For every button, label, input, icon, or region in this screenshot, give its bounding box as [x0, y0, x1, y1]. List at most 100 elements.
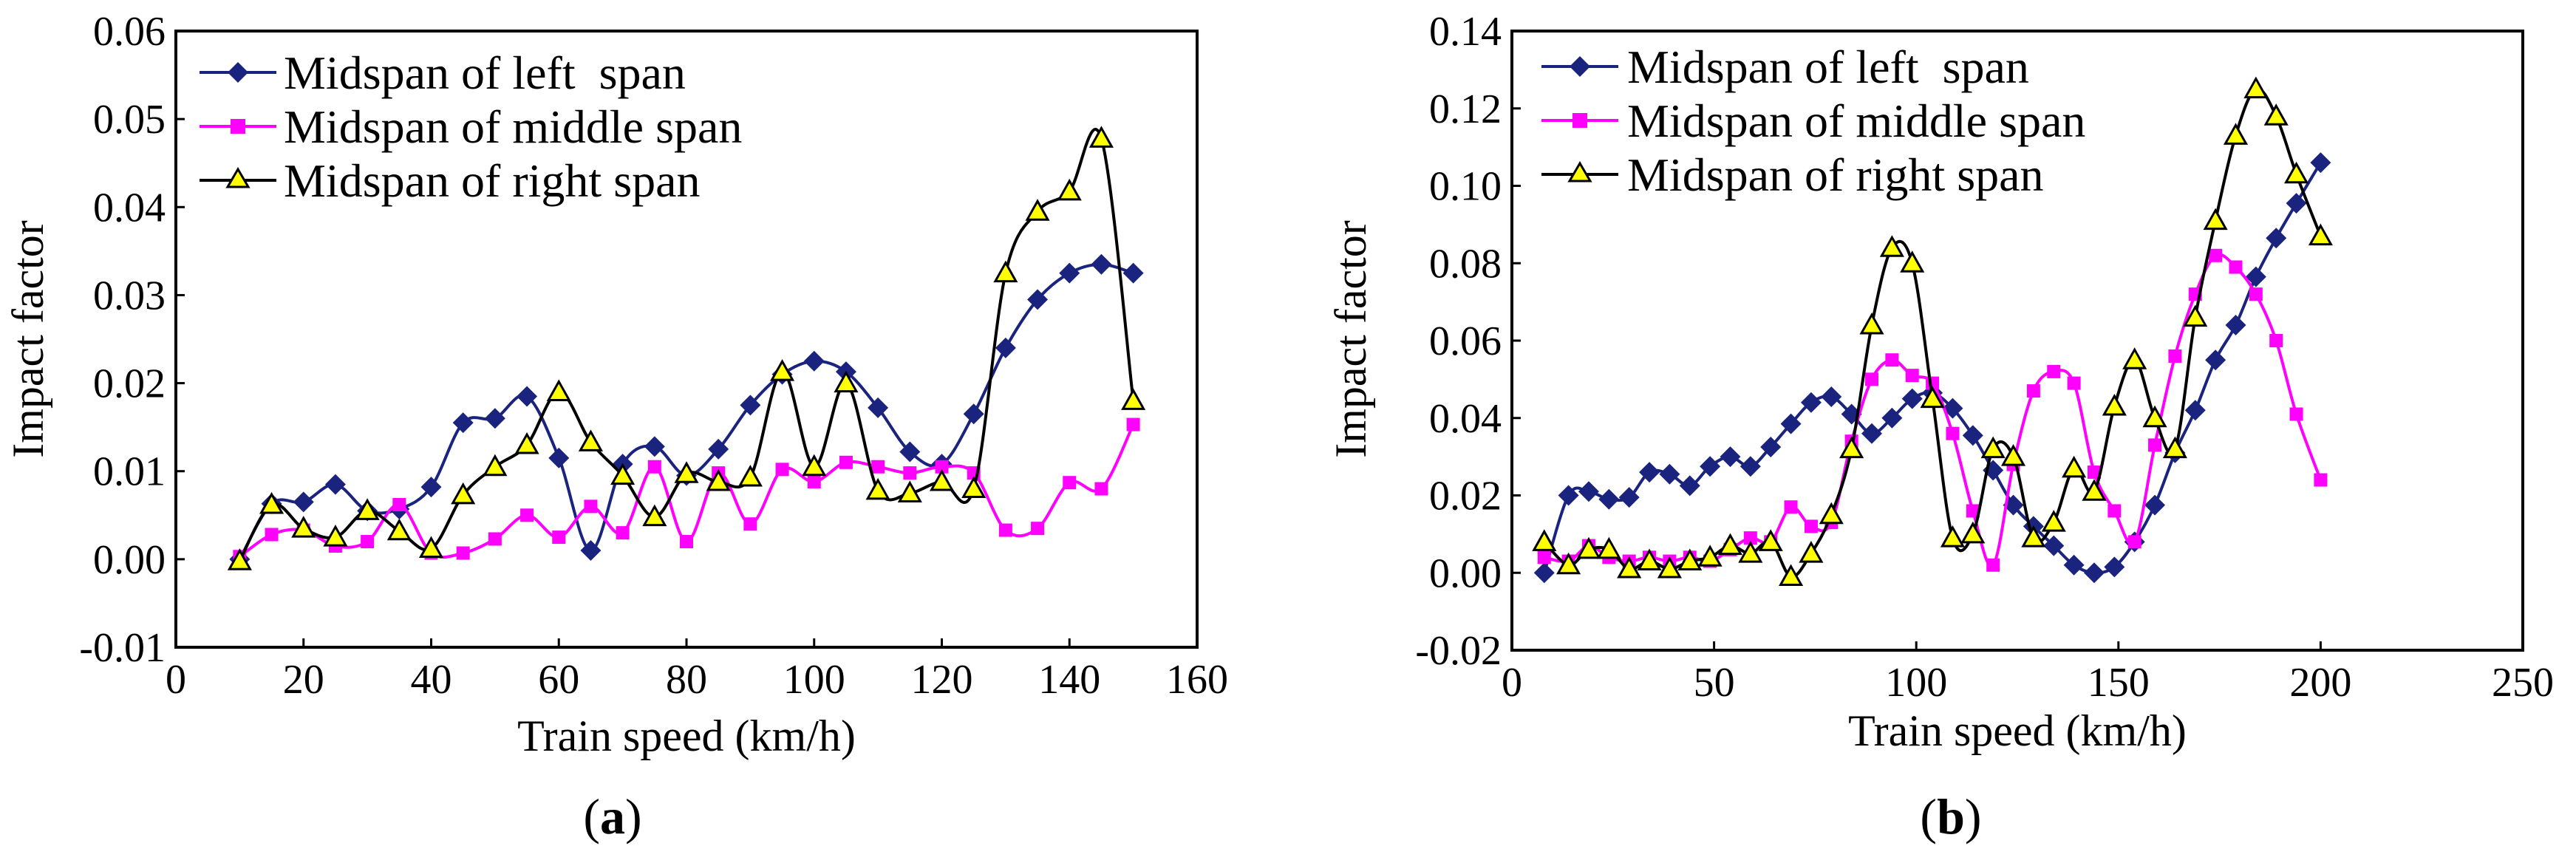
panel-a-series-middle-point: [1126, 417, 1140, 432]
panel-a-series-left-point: [420, 477, 442, 498]
panel-a-series-middle-point: [265, 528, 279, 542]
panel-a-series-middle-point: [616, 526, 630, 540]
panel-a-x-tick-label: 140: [1038, 657, 1100, 703]
panel-a-legend-marker-left: [228, 62, 248, 83]
panel-b-series-middle-point: [2168, 349, 2182, 363]
panel-b-series-left-point: [1780, 413, 1802, 434]
panel-b-series-right-point: [1717, 533, 1743, 556]
panel-a-series-middle-point: [647, 460, 661, 474]
panel-a-series-left-point: [963, 403, 984, 425]
panel-b-series-left-point: [1598, 488, 1620, 510]
panel-b-series-right-point: [2142, 405, 2167, 428]
panel-b-series-middle-point: [2269, 334, 2283, 347]
panel-b-x-tick-label: 150: [2088, 660, 2150, 706]
panel-b-legend: Midspan of left span Midspan of middle s…: [1541, 41, 2085, 201]
panel-a-series-right-point: [929, 468, 955, 491]
panel-a-series-middle-point: [584, 499, 598, 514]
panel-a-series-left-point: [517, 386, 538, 407]
panel-a-series-right-point: [961, 476, 987, 499]
panel-a-series-left-point: [1122, 262, 1144, 284]
panel-b-x-tick-label: 200: [2289, 660, 2351, 706]
panel-a-series-left-point: [484, 408, 505, 429]
panel-b-series-right-point: [2062, 455, 2087, 478]
panel-b-series-right-point: [2082, 479, 2107, 501]
panel-a-legend-label-middle: Midspan of middle span: [284, 100, 742, 153]
panel-b-legend-marker-right: [1567, 161, 1592, 183]
panel-a-series-left-point: [324, 474, 346, 495]
panel-b-series-right-point: [2183, 304, 2208, 327]
panel-b-series-middle-point: [2148, 438, 2162, 452]
panel-b-series-left-point: [2310, 152, 2331, 174]
panel-a-series-middle-point: [807, 475, 821, 489]
panel-b-y-tick-label: 0.08: [1429, 241, 1502, 287]
panel-a-series-right-point: [355, 498, 380, 520]
panel-a-y-tick-label: 0.06: [93, 9, 166, 55]
panel-b-series-middle-point: [2087, 465, 2101, 480]
panel-b-x-tick-label: 0: [1502, 660, 1522, 706]
panel-a-series-right-point: [770, 359, 795, 381]
panel-a-x-tick-label: 120: [911, 657, 973, 703]
panel-b-series-middle-point: [1865, 372, 1879, 386]
panel-a-series-right-point: [514, 432, 539, 454]
panel-b-series-left-point: [1740, 456, 1761, 477]
panel-a-ticks: 0 20 40 60 80 100 120 140 160 -0.01 0.00 0.01 0.02 0.…: [79, 9, 1228, 703]
panel-a-series-left-point: [1027, 289, 1049, 310]
panel-a-series-right-point: [578, 429, 603, 451]
panel-a-series-right-point: [1025, 199, 1050, 221]
panel-b-series-middle-point: [1905, 369, 1919, 383]
panel-a-series-right-point: [706, 468, 731, 491]
panel-b-series-right-point: [1879, 235, 1904, 257]
panel-a-series-right-point: [865, 477, 890, 500]
panel-b-series-right-point: [2243, 76, 2269, 99]
panel-b-series-right-point: [1617, 556, 1642, 579]
panel-a-series-middle-point: [680, 535, 693, 549]
panel-a-series-left-point: [995, 337, 1016, 358]
panel-b-series-right-point: [1657, 556, 1682, 579]
panel-b-caption-open: (: [1920, 788, 1937, 845]
panel-a-series-middle-point: [903, 466, 917, 480]
panel-a-series-left-point: [293, 491, 314, 513]
panel-b-series-right-point: [1819, 502, 1844, 525]
panel-b-series-right-point: [2203, 208, 2228, 231]
panel-a-series-left-point: [1091, 253, 1112, 275]
panel-b-y-tick-label: 0.14: [1429, 9, 1502, 55]
panel-b-series-left-point: [1962, 425, 1983, 446]
panel-b-series-middle-point: [1784, 500, 1798, 514]
panel-b-series-middle-point: [1743, 531, 1757, 545]
panel-b-series-left-point: [1558, 485, 1579, 506]
panel-a-series-left-point: [803, 350, 825, 372]
panel-b-series-right-point: [1839, 436, 1864, 459]
panel-b-series-middle-point: [2229, 260, 2243, 274]
panel-b-series-middle-point: [2026, 384, 2040, 398]
panel-b-series-left-point: [1720, 446, 1741, 468]
panel-a-series-right-point: [1088, 126, 1114, 148]
panel-a-series-right-point: [674, 461, 699, 483]
panel-b-series-left-point: [1679, 475, 1700, 497]
panel-b-series-right-point: [1556, 552, 1581, 575]
panel-b-marks: [1532, 76, 2333, 586]
panel-b-y-tick-label: -0.02: [1415, 628, 1502, 674]
panel-a-series-right-point: [1057, 178, 1082, 201]
panel-a-series-middle-point: [839, 455, 853, 469]
panel-b-series-right-point: [1677, 548, 1703, 571]
panel-b-series-right-point: [1920, 386, 1945, 409]
panel-a-series-middle-point: [775, 463, 789, 477]
panel-a-series-right-point: [386, 518, 412, 541]
panel-a-x-axis-label: Train speed (km/h): [517, 712, 856, 760]
panel-b-series-middle-point: [2249, 287, 2263, 301]
panel-a-x-tick-label: 20: [283, 657, 324, 703]
panel-b-series-right-point: [2000, 444, 2026, 466]
panel-b-series-right-point: [1596, 536, 1621, 559]
panel-a-y-tick-label: 0.03: [93, 273, 166, 318]
panel-b-legend-label-left: Midspan of left span: [1627, 41, 2029, 93]
panel-b-series-left-point: [2225, 315, 2246, 336]
panel-a-caption-letter: a: [600, 788, 625, 845]
panel-a-series-right-point: [897, 480, 922, 502]
panel-a-series-middle-point: [361, 535, 375, 549]
panel-a-x-tick-label: 0: [166, 657, 186, 703]
panel-b-series-middle-point: [1885, 353, 1899, 367]
panel-a-y-tick-label: 0.04: [93, 185, 166, 231]
panel-b-series-right-point: [1859, 312, 1884, 335]
panel-b-series-right-point: [2162, 436, 2187, 459]
panel-a-series-left-point: [452, 412, 474, 434]
